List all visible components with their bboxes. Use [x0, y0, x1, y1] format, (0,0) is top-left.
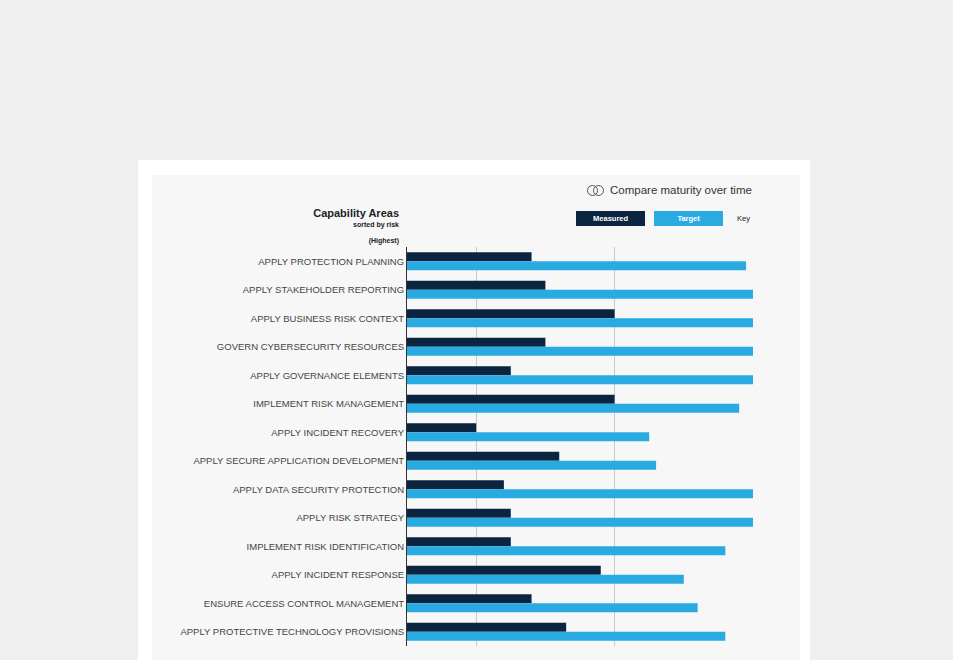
html-text:Measured: Measured [593, 214, 629, 223]
svg-text:ENSURE ACCESS CONTROL MANAGEME: ENSURE ACCESS CONTROL MANAGEMENT [204, 598, 404, 609]
html-text:Key: Key [737, 214, 750, 223]
svg-text:APPLY SECURE APPLICATION DEVEL: APPLY SECURE APPLICATION DEVELOPMENT [193, 455, 404, 466]
svg-text:IMPLEMENT RISK IDENTIFICATION: IMPLEMENT RISK IDENTIFICATION [247, 541, 405, 552]
html-text:Capability Areas: Capability Areas [313, 207, 399, 219]
html-text:sorted by risk: sorted by risk [353, 221, 399, 228]
svg-text:APPLY INCIDENT RECOVERY: APPLY INCIDENT RECOVERY [271, 427, 405, 438]
svg-text:APPLY DATA SECURITY PROTECTION: APPLY DATA SECURITY PROTECTION [233, 484, 404, 495]
svg-text:APPLY PROTECTION PLANNING: APPLY PROTECTION PLANNING [258, 256, 404, 267]
html-text:(Highest): (Highest) [368, 237, 399, 244]
svg-text:APPLY RISK STRATEGY: APPLY RISK STRATEGY [296, 512, 404, 523]
svg-text:APPLY BUSINESS RISK CONTEXT: APPLY BUSINESS RISK CONTEXT [251, 313, 404, 324]
svg-text:APPLY STAKEHOLDER REPORTING: APPLY STAKEHOLDER REPORTING [243, 284, 404, 295]
html-text:Target: Target [677, 214, 700, 223]
svg-text:APPLY INCIDENT RESPONSE: APPLY INCIDENT RESPONSE [272, 569, 405, 580]
svg-text:APPLY PROTECTIVE TECHNOLOGY PR: APPLY PROTECTIVE TECHNOLOGY PROVISIONS [180, 626, 404, 637]
svg-text:APPLY GOVERNANCE ELEMENTS: APPLY GOVERNANCE ELEMENTS [250, 370, 404, 381]
html-text:Compare maturity over time: Compare maturity over time [610, 184, 752, 196]
svg-text:GOVERN CYBERSECURITY RESOURCES: GOVERN CYBERSECURITY RESOURCES [217, 341, 404, 352]
svg-text:IMPLEMENT RISK MANAGEMENT: IMPLEMENT RISK MANAGEMENT [253, 398, 404, 409]
